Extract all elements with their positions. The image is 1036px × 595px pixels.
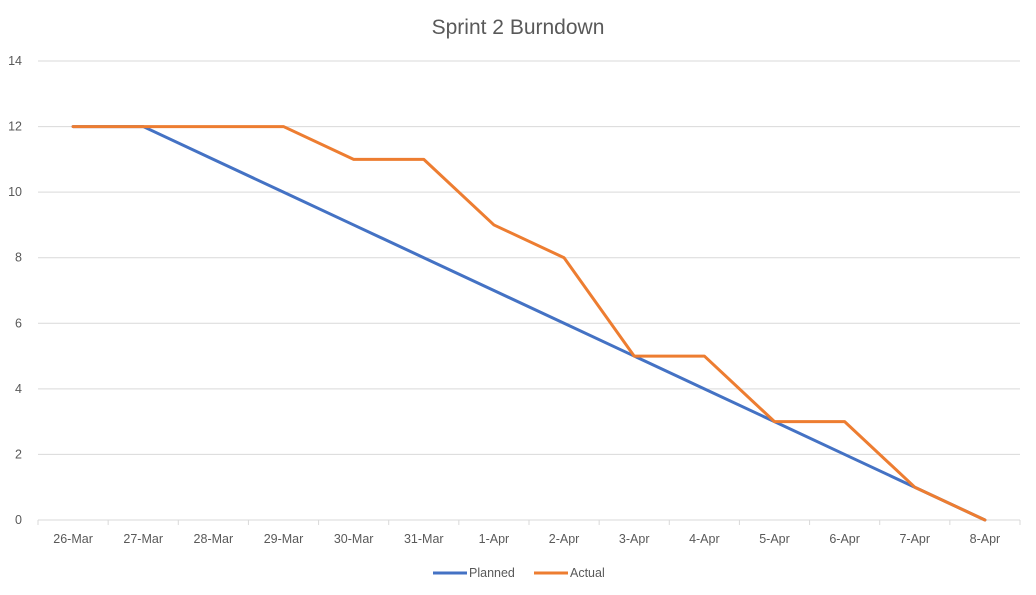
y-axis-tick-labels: 0 2 4 6 8 10 12 14 <box>8 54 22 527</box>
gridlines <box>37 60 1021 525</box>
x-axis-tick-labels: 26-Mar 27-Mar 28-Mar 29-Mar 30-Mar 31-Mar 1-Ap… <box>53 532 1000 546</box>
x-tick-label: 31-Mar <box>404 532 444 546</box>
x-tick-label: 4-Apr <box>689 532 720 546</box>
x-tick-label: 26-Mar <box>53 532 93 546</box>
legend-label-actual: Actual <box>570 566 605 580</box>
y-tick-label: 14 <box>8 54 22 68</box>
x-tick-label: 29-Mar <box>264 532 304 546</box>
x-tick-label: 27-Mar <box>123 532 163 546</box>
x-tick-label: 5-Apr <box>759 532 790 546</box>
y-tick-label: 4 <box>15 382 22 396</box>
y-tick-label: 6 <box>15 316 22 330</box>
series-line-actual <box>71 125 987 522</box>
series-lines <box>71 125 987 522</box>
x-tick-label: 7-Apr <box>899 532 930 546</box>
x-tick-label: 30-Mar <box>334 532 374 546</box>
y-tick-label: 0 <box>15 513 22 527</box>
y-tick-label: 8 <box>15 251 22 265</box>
chart-title: Sprint 2 Burndown <box>432 16 605 39</box>
y-tick-label: 12 <box>8 120 22 134</box>
legend: Planned Actual <box>433 566 605 580</box>
y-tick-label: 2 <box>15 447 22 461</box>
x-tick-label: 3-Apr <box>619 532 650 546</box>
y-tick-label: 10 <box>8 185 22 199</box>
legend-label-planned: Planned <box>469 566 515 580</box>
series-line-planned <box>71 125 987 522</box>
x-tick-label: 28-Mar <box>194 532 234 546</box>
x-tick-label: 1-Apr <box>479 532 510 546</box>
x-tick-label: 8-Apr <box>970 532 1001 546</box>
x-tick-label: 2-Apr <box>549 532 580 546</box>
x-tick-label: 6-Apr <box>829 532 860 546</box>
